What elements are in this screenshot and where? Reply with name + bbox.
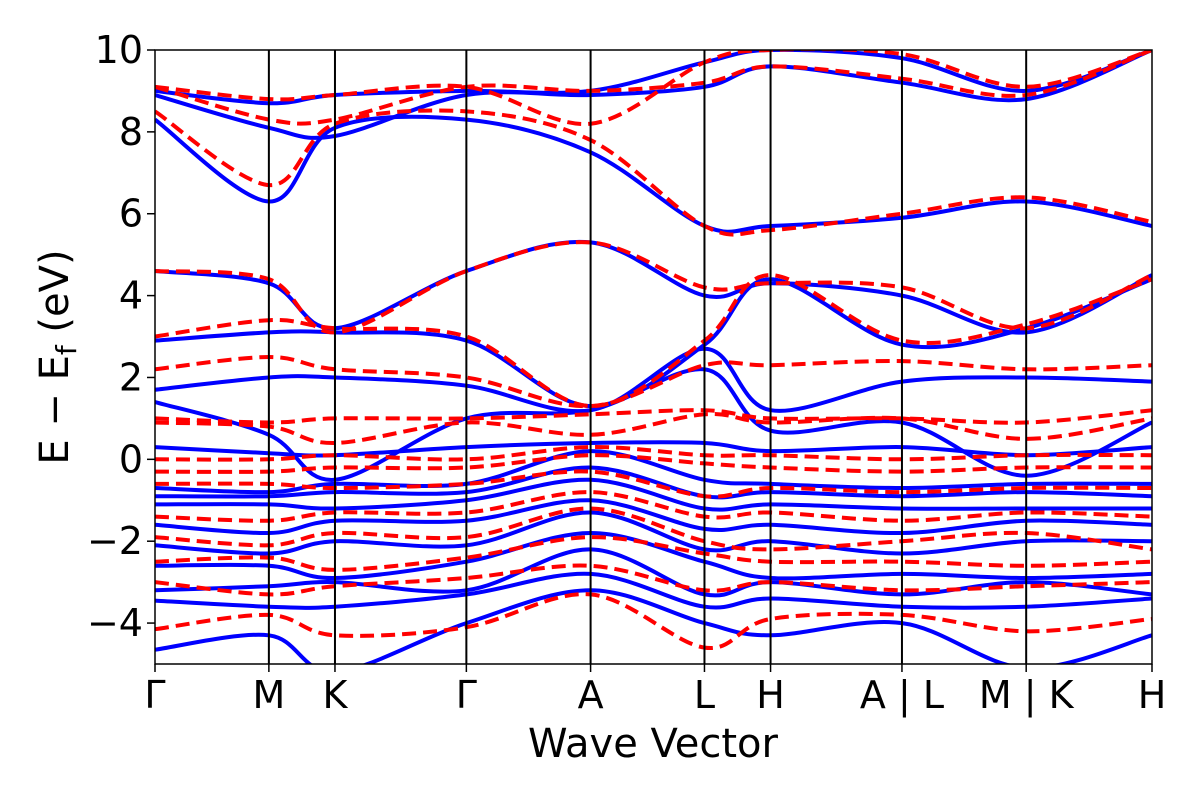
dashed-band-3 [155,506,1152,552]
solid-band-11 [155,346,1152,414]
y-tick-label-7: 10 [95,28,143,72]
solid-band-4 [155,510,1152,556]
dashed-band-14 [155,50,1152,126]
x-tick-label-5: L [694,673,715,717]
dashed-band-12 [155,240,1152,335]
x-tick-label-6: H [756,673,785,717]
y-axis-label-unit: (eV) [32,249,78,345]
y-tick-label-2: 0 [119,437,143,481]
solid-band-14 [155,114,1152,234]
dashed-band-1 [155,563,1152,597]
solid-band-5 [155,498,1152,536]
dashed-band-7 [155,445,1152,462]
y-tick-label-3: 2 [119,355,143,399]
x-tick-label-8: M | K [979,673,1075,718]
dashed-band-6 [155,453,1152,474]
y-axis-label-subscript: f [50,344,83,355]
dashed-band-4 [155,490,1152,523]
solid-band-9 [155,440,1152,458]
solid-band-6 [155,477,1152,512]
x-tick-label-1: M [252,673,285,717]
x-tick-label-4: A [578,673,604,717]
kpoint-lines [267,50,1028,664]
dashed-band-15 [155,50,1152,126]
x-tick-label-7: A | L [860,673,944,718]
x-axis-label: Wave Vector [528,721,779,767]
dashed-band-2 [155,535,1152,572]
bands-layer [155,50,1152,664]
x-tick-label-2: K [323,673,349,717]
y-ticks: −4 −2 0 2 4 6 8 10 [87,28,155,645]
x-tick-label-3: Γ [456,673,477,717]
dashed-band-10 [155,354,1152,409]
y-tick-label-6: 8 [119,110,143,154]
dashed-band-9 [155,408,1152,425]
dashed-band-0 [155,592,1152,650]
solid-band-13 [155,239,1152,335]
solid-band-0 [155,588,1152,664]
dashed-band-5 [155,469,1152,499]
y-axis-label-main: E − E [32,355,78,465]
x-tick-label-9: H [1138,673,1167,717]
dashed-band-8 [155,412,1152,446]
solid-band-12 [155,277,1152,409]
solid-band-7 [155,465,1152,500]
y-tick-label-5: 6 [119,192,143,236]
y-tick-label-1: −2 [87,519,143,563]
y-axis-label: E − Ef (eV) [32,249,83,464]
x-tick-label-0: Γ [144,673,165,717]
solid-band-1 [155,571,1152,610]
plot-frame [154,49,1153,665]
y-tick-label-0: −4 [87,601,143,645]
dashed-band-13 [155,108,1152,237]
y-tick-label-4: 4 [119,274,143,318]
